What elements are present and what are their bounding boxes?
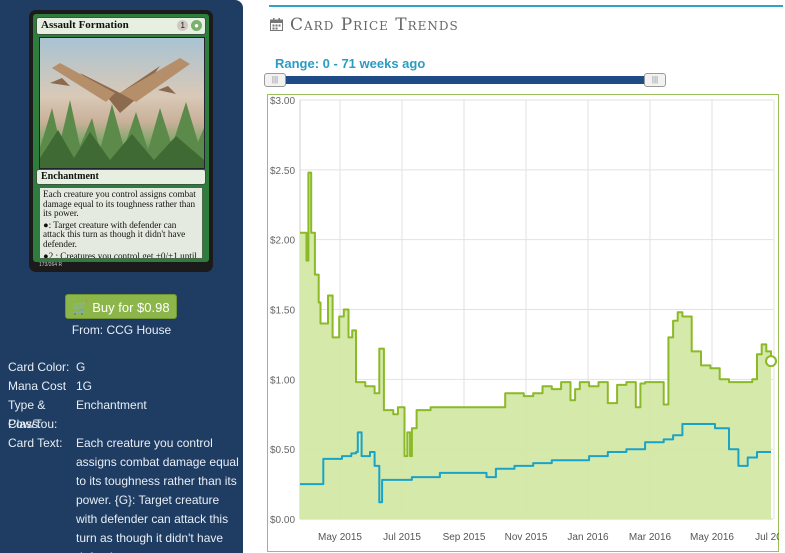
generic-mana-icon: 1 <box>177 20 189 31</box>
card-name-bar: Assault Formation 1 ● <box>36 17 206 35</box>
green-mana-icon: ● <box>191 20 202 31</box>
card-info-panel: Assault Formation 1 ● Enchantment Each c… <box>0 0 243 553</box>
card-name: Assault Formation <box>41 19 129 31</box>
green-mana-icon: ● <box>43 219 49 230</box>
card-image: Assault Formation 1 ● Enchantment Each c… <box>29 10 213 272</box>
y-tick-label: $0.00 <box>270 515 295 526</box>
range-slider[interactable]: ||| ||| <box>264 73 666 87</box>
x-tick-label: Nov 2015 <box>505 532 548 543</box>
detail-key: Card Color: <box>8 360 70 374</box>
card-text-line: ●2 : Creatures you control get +0/+1 unt… <box>43 250 197 259</box>
slider-handle-end[interactable]: ||| <box>644 73 666 87</box>
series-line-0 <box>300 171 772 458</box>
card-type-bar: Enchantment <box>36 169 206 185</box>
x-tick-label: Sep 2015 <box>443 532 486 543</box>
section-title: Card Price Trends <box>290 15 459 35</box>
cart-icon: 🛒 <box>72 300 89 315</box>
series-line-1 <box>300 423 771 504</box>
detail-key: Type & Class: <box>8 398 46 431</box>
card-footer: 173/264 R <box>39 262 63 268</box>
card-text-line: Each creature you control assigns combat… <box>43 189 196 219</box>
seller-label: From: CCG House <box>71 323 172 337</box>
card-mana-cost: 1 ● <box>177 20 202 31</box>
range-label: Range: 0 - 71 weeks ago <box>275 56 426 71</box>
detail-value: 1G <box>76 379 93 393</box>
detail-key: Pow/Tou: <box>8 417 58 431</box>
x-tick-label: May 2016 <box>690 532 734 543</box>
slider-track[interactable] <box>264 76 666 84</box>
x-tick-label: Jul 2016 <box>755 532 779 543</box>
card-type-line: Enchantment <box>41 171 99 182</box>
detail-key: Card Text: <box>8 436 63 450</box>
buy-button[interactable]: 🛒 Buy for $0.98 <box>65 294 177 319</box>
y-tick-label: $1.50 <box>270 306 295 317</box>
card-art <box>39 37 205 169</box>
y-tick-label: $3.00 <box>270 96 295 107</box>
x-tick-label: Jan 2016 <box>567 532 609 543</box>
dragon-art-icon <box>40 58 204 168</box>
x-tick-label: Jul 2015 <box>383 532 421 543</box>
price-chart: $0.00 $0.50 $1.00 $1.50 $2.00 $2.50 $3.00 May 2… <box>267 94 779 552</box>
x-tick-label: May 2015 <box>318 532 362 543</box>
series-hover-point <box>765 355 777 368</box>
detail-value: Each creature you control assigns combat… <box>76 436 239 553</box>
detail-value: Enchantment <box>76 398 147 412</box>
detail-key: Mana Cost <box>8 379 67 393</box>
detail-value: G <box>76 360 86 374</box>
y-tick-label: $2.50 <box>270 166 295 177</box>
section-divider <box>269 5 783 7</box>
detail-row-text: Card Text: Each creature you control ass… <box>8 434 243 553</box>
card-text-line: ●: Target creature with defender can att… <box>43 219 186 249</box>
series-area-0 <box>300 172 771 519</box>
calendar-icon <box>270 18 283 31</box>
x-tick-label: Mar 2016 <box>629 532 672 543</box>
buy-button-label: Buy for $0.98 <box>92 300 170 315</box>
card-rules-text: Each creature you control assigns combat… <box>39 187 203 259</box>
y-tick-label: $0.50 <box>270 445 295 456</box>
slider-handle-start[interactable]: ||| <box>264 73 286 87</box>
green-mana-icon: ● <box>43 250 49 259</box>
y-tick-label: $2.00 <box>270 236 295 247</box>
y-tick-label: $1.00 <box>270 375 295 386</box>
